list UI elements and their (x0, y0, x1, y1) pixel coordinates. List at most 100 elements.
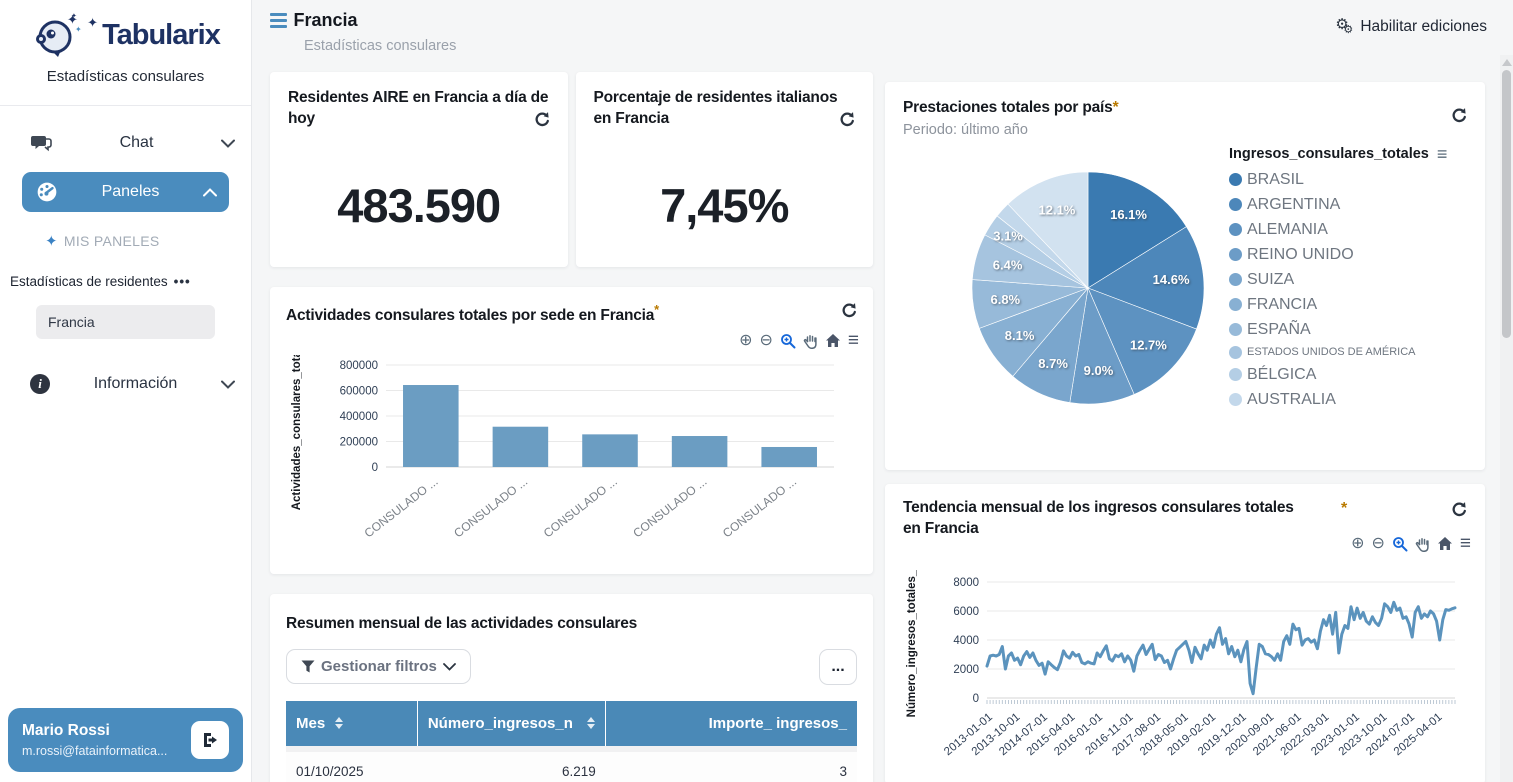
sidebar-item-francia[interactable]: Francia (36, 305, 215, 339)
sidebar-item-label: Paneles (101, 183, 160, 200)
plot-menu-icon[interactable]: ≡ (1459, 533, 1471, 554)
legend-item[interactable]: FRANCIA (1229, 296, 1467, 314)
scroll-up-icon[interactable] (1501, 59, 1512, 66)
logout-button[interactable] (191, 721, 229, 759)
line-series (985, 600, 1457, 696)
brand-logo: ✦ ✦ ✦ ✦ Tabularix Estadísticas consulare… (0, 0, 251, 105)
svg-text:800000: 800000 (340, 360, 378, 372)
refresh-button[interactable] (1450, 106, 1469, 128)
bar-chart-card: Actividades consulares totales por sede … (270, 287, 873, 574)
pan-icon[interactable] (803, 333, 818, 349)
bar[interactable] (671, 436, 728, 468)
refresh-button[interactable] (840, 301, 859, 323)
column-header-2[interactable]: Número_ingresos_n (417, 700, 607, 749)
legend-label: ESTADOS UNIDOS DE AMÉRICA (1247, 346, 1416, 359)
svg-text:8000: 8000 (953, 577, 979, 589)
legend-item[interactable]: ARGENTINA (1229, 196, 1467, 214)
pie-slice[interactable] (1087, 171, 1187, 289)
table-head: Mes Número_ingresos_n Importe_ ingresos_ (286, 700, 857, 749)
plot-toolbar: ⊕ ⊖ ≡ (1351, 534, 1471, 553)
column-header-label: Importe_ ingresos_ (708, 714, 847, 732)
column-header-label: Número_ingresos_n (427, 714, 573, 732)
pie-slice[interactable] (1007, 171, 1089, 289)
table-row[interactable]: 01/10/2025 6.219 3 (286, 745, 857, 782)
svg-text:✦: ✦ (75, 25, 82, 34)
zoom-in-icon[interactable]: ⊕ (739, 331, 753, 349)
column-header-1[interactable]: Mes (286, 700, 418, 749)
table-card: Resumen mensual de las actividades consu… (270, 594, 873, 782)
column-header-3[interactable]: Importe_ ingresos_ (605, 700, 857, 749)
kpi-title: Porcentaje de residentes italianos en Fr… (593, 89, 838, 127)
table-more-button[interactable]: ... (819, 648, 857, 685)
legend-dot-icon (1229, 273, 1242, 287)
bar-chart-title: Actividades consulares totales por sede … (286, 301, 857, 327)
sidebar-toggle-icon[interactable] (270, 13, 287, 28)
legend-item[interactable]: ESPAÑA (1229, 321, 1467, 339)
legend-label: FRANCIA (1247, 295, 1318, 313)
zoom-in-icon[interactable]: ⊕ (1351, 534, 1365, 552)
legend-item[interactable]: REINO UNIDO (1229, 246, 1467, 264)
box-zoom-icon[interactable] (780, 333, 796, 349)
pie-slice[interactable] (1087, 287, 1197, 395)
refresh-button[interactable] (838, 110, 857, 132)
pie-chart-card: Prestaciones totales por país* Periodo: … (885, 82, 1485, 470)
home-icon[interactable] (1437, 536, 1453, 551)
home-icon[interactable] (825, 333, 841, 348)
bar[interactable] (492, 426, 549, 468)
zoom-out-icon[interactable]: ⊖ (1371, 534, 1385, 552)
zoom-out-icon[interactable]: ⊖ (759, 331, 773, 349)
legend-item[interactable]: SUIZA (1229, 271, 1467, 289)
enable-edits-label: Habilitar ediciones (1360, 18, 1487, 35)
legend-dot-icon (1229, 323, 1242, 337)
panel-group-text: Estadísticas de residentes (10, 274, 168, 289)
legend-menu-icon[interactable]: ≡ (1436, 143, 1448, 164)
legend-item[interactable]: ESTADOS UNIDOS DE AMÉRICA (1229, 345, 1467, 359)
legend-item[interactable]: BÉLGICA (1229, 366, 1467, 384)
refresh-button[interactable] (533, 110, 552, 132)
pan-icon[interactable] (1415, 536, 1430, 552)
required-asterisk: * (1341, 500, 1348, 517)
manage-filters-button[interactable]: Gestionar filtros (286, 649, 471, 685)
brand-name: Tabularix (102, 18, 221, 51)
legend-label: REINO UNIDO (1247, 245, 1354, 263)
table-title: Resumen mensual de las actividades consu… (286, 615, 638, 632)
main-scrollbar[interactable] (1500, 55, 1513, 782)
sidebar-item-informacion[interactable]: i Información (0, 365, 251, 403)
pie-slice-label: 9.0% (1084, 363, 1114, 378)
bar-x-label: CONSULADO ... (630, 474, 709, 540)
line-chart-card: Tendencia mensual de los ingresos consul… (885, 484, 1485, 782)
sidebar-divider (0, 105, 251, 106)
sort-icon[interactable] (335, 717, 344, 730)
sidebar-item-mis-paneles[interactable]: ✦ MIS PANELES (0, 226, 251, 256)
bar-x-label: CONSULADO ... (541, 474, 620, 540)
box-zoom-icon[interactable] (1392, 536, 1408, 552)
gears-icon: ⚙ ⚙ (1335, 16, 1354, 36)
legend-dot-icon (1229, 393, 1242, 407)
legend-label: ARGENTINA (1247, 195, 1341, 213)
sidebar-item-paneles[interactable]: Paneles (22, 172, 229, 212)
svg-text:0: 0 (372, 462, 378, 474)
legend-item[interactable]: AUSTRALIA (1229, 391, 1467, 409)
sidebar-item-chat[interactable]: Chat (0, 124, 251, 162)
pie-slice[interactable] (1087, 226, 1205, 330)
legend-item[interactable]: ALEMANIA (1229, 221, 1467, 239)
legend-item[interactable]: BRASIL (1229, 171, 1467, 189)
plot-menu-icon[interactable]: ≡ (847, 330, 859, 351)
svg-text:400000: 400000 (340, 411, 378, 423)
sort-icon[interactable] (587, 717, 596, 730)
legend-label: ESPAÑA (1247, 320, 1311, 338)
group-options-icon[interactable]: ••• (173, 274, 191, 289)
right-column: Prestaciones totales por país* Periodo: … (885, 82, 1485, 782)
kpi-value: 7,45% (660, 178, 789, 232)
bar[interactable] (582, 434, 638, 468)
robot-logo-icon: ✦ ✦ ✦ (36, 12, 82, 57)
line-y-axis-label: Número_ingresos_totales_n (906, 570, 918, 717)
enable-edits-toggle[interactable]: ⚙ ⚙ Habilitar ediciones (1335, 16, 1487, 42)
bar[interactable] (403, 385, 459, 468)
page-title: Francia (293, 10, 358, 30)
scrollbar-thumb[interactable] (1502, 70, 1511, 338)
kpi-title: Residentes AIRE en Francia a día de hoy (288, 89, 549, 127)
bar[interactable] (761, 447, 817, 468)
refresh-icon (535, 112, 549, 127)
refresh-button[interactable] (1450, 500, 1469, 522)
